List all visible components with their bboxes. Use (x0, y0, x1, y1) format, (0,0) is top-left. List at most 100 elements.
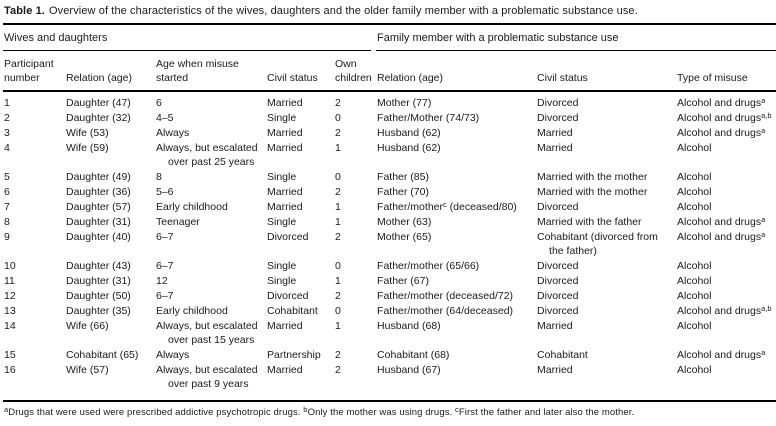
cell-own-children: 2 (335, 97, 341, 109)
cell-participant-number: 1 (4, 97, 10, 109)
col-header-fm-relation-age: Relation (age) (376, 51, 537, 92)
cell-participant-number: 4 (4, 142, 10, 154)
cell-type-of-misuse: Alcohol (676, 289, 776, 304)
cell-relation: Daughter (57) (66, 201, 131, 213)
col-header-civil-status: Civil status (266, 51, 334, 92)
fm-relation-text: Father/Mother (74/73) (377, 112, 480, 124)
table-row: 12 Daughter (50) 6–7 Divorced 2 Father/m… (3, 289, 776, 304)
cell-relation: Daughter (47) (66, 97, 131, 109)
cell-fm-relation: Father/mother (64/deceased) (376, 304, 536, 319)
cell-type-of-misuse: Alcohol and drugsa (676, 215, 776, 230)
footnote-a-text: Drugs that were used were prescribed add… (8, 407, 304, 418)
column-header-row: Participant number Relation (age) Age wh… (3, 51, 776, 92)
cell-own-children: 2 (335, 290, 341, 302)
cell-fm-civil-status: Cohabitant (divorced from the father) (537, 231, 658, 257)
cell-fm-relation: Father/mother (deceased/72) (376, 289, 536, 304)
cell-type-of-misuse: Alcohol and drugsa,b (676, 111, 776, 126)
cell-type-of-misuse: Alcohol (676, 363, 776, 401)
cell-relation: Daughter (50) (66, 290, 131, 302)
type-of-misuse-text: Alcohol (677, 290, 712, 302)
cell-age-misuse-started: Early childhood (156, 201, 228, 213)
table-row: 9 Daughter (40) 6–7 Divorced 2 Mother (6… (3, 230, 776, 259)
fm-relation-text: Father/mother (deceased/72) (377, 290, 514, 302)
fm-relation-text: Father (67) (377, 275, 429, 287)
cell-type-of-misuse: Alcohol and drugsa (676, 126, 776, 141)
cell-participant-number: 10 (4, 260, 16, 272)
cell-fm-civil-status: Cohabitant (537, 349, 588, 361)
cell-own-children: 2 (335, 127, 341, 139)
cell-fm-relation: Father/motherc (deceased/80) (376, 200, 536, 215)
cell-civil-status: Married (267, 142, 303, 154)
cell-age-misuse-started: 6–7 (156, 260, 174, 272)
table-row: 5 Daughter (49) 8 Single 0 Father (85) M… (3, 170, 776, 185)
cell-own-children: 2 (335, 231, 341, 243)
table-caption-text: Overview of the characteristics of the w… (48, 5, 638, 17)
cell-fm-relation: Husband (68) (376, 319, 536, 348)
cell-civil-status: Divorced (267, 290, 309, 302)
group-header-wives-daughters: Wives and daughters (3, 23, 377, 51)
cell-participant-number: 14 (4, 320, 16, 332)
cell-own-children: 0 (335, 112, 341, 124)
cell-own-children: 2 (335, 349, 341, 361)
cell-fm-civil-status: Divorced (537, 112, 579, 124)
cell-fm-civil-status: Divorced (537, 201, 579, 213)
characteristics-table: Wives and daughters Family member with a… (3, 23, 776, 402)
group-header-family-member: Family member with a problematic substan… (376, 23, 776, 51)
type-of-misuse-footnote-mark: a (761, 347, 766, 357)
table-body: 1 Daughter (47) 6 Married 2 Mother (77) … (3, 91, 776, 401)
cell-civil-status: Married (267, 364, 303, 376)
cell-fm-relation: Husband (67) (376, 363, 536, 401)
type-of-misuse-text: Alcohol (677, 142, 712, 154)
cell-relation: Cohabitant (65) (66, 349, 139, 361)
cell-fm-civil-status: Married (537, 320, 573, 332)
cell-relation: Wife (57) (66, 364, 109, 376)
cell-fm-relation: Husband (62) (376, 141, 536, 170)
type-of-misuse-text: Alcohol (677, 260, 712, 272)
table-row: 1 Daughter (47) 6 Married 2 Mother (77) … (3, 91, 776, 111)
fm-relation-text: Father/mother (65/66) (377, 260, 480, 272)
cell-civil-status: Single (267, 171, 297, 183)
cell-age-misuse-started: 12 (156, 275, 168, 287)
type-of-misuse-footnote-mark: a (761, 95, 766, 105)
cell-own-children: 0 (335, 260, 341, 272)
cell-participant-number: 7 (4, 201, 10, 213)
cell-civil-status: Married (267, 320, 303, 332)
cell-fm-civil-status: Married with the father (537, 216, 642, 228)
cell-fm-civil-status: Divorced (537, 275, 579, 287)
cell-fm-relation: Husband (62) (376, 126, 536, 141)
type-of-misuse-text: Alcohol (677, 201, 712, 213)
cell-relation: Daughter (32) (66, 112, 131, 124)
cell-relation: Daughter (40) (66, 231, 131, 243)
type-of-misuse-footnote-mark: a (761, 214, 766, 224)
cell-civil-status: Cohabitant (267, 305, 318, 317)
cell-civil-status: Married (267, 127, 303, 139)
table-row: 10 Daughter (43) 6–7 Single 0 Father/mot… (3, 259, 776, 274)
table-row: 6 Daughter (36) 5–6 Married 2 Father (70… (3, 185, 776, 200)
cell-civil-status: Married (267, 201, 303, 213)
fm-relation-text: Mother (77) (377, 97, 432, 109)
cell-type-of-misuse: Alcohol and drugsa (676, 348, 776, 363)
table-row: 4 Wife (59) Always, but escalated over p… (3, 141, 776, 170)
cell-relation: Daughter (31) (66, 275, 131, 287)
type-of-misuse-text: Alcohol (677, 320, 712, 332)
fm-relation-text: Father/mother (377, 201, 443, 213)
cell-fm-relation: Father (70) (376, 185, 536, 200)
fm-relation-text: Husband (67) (377, 364, 441, 376)
cell-fm-relation: Father/Mother (74/73) (376, 111, 536, 126)
cell-age-misuse-started: Always, but escalated over past 25 years (156, 142, 258, 168)
footnote-c-text: First the father and later also the moth… (458, 407, 635, 418)
table-row: 3 Wife (53) Always Married 2 Husband (62… (3, 126, 776, 141)
cell-type-of-misuse: Alcohol (676, 319, 776, 348)
fm-relation-text: Husband (62) (377, 142, 441, 154)
cell-fm-relation: Mother (65) (376, 230, 536, 259)
cell-age-misuse-started: Always (156, 127, 190, 139)
cell-participant-number: 16 (4, 364, 16, 376)
cell-civil-status: Single (267, 260, 297, 272)
cell-own-children: 0 (335, 305, 341, 317)
cell-participant-number: 11 (4, 275, 15, 287)
col-header-relation-age: Relation (age) (65, 51, 155, 92)
cell-fm-relation: Father/mother (65/66) (376, 259, 536, 274)
cell-type-of-misuse: Alcohol and drugsa (676, 230, 776, 259)
cell-fm-civil-status: Divorced (537, 260, 579, 272)
type-of-misuse-footnote-mark: a,b (761, 303, 772, 313)
